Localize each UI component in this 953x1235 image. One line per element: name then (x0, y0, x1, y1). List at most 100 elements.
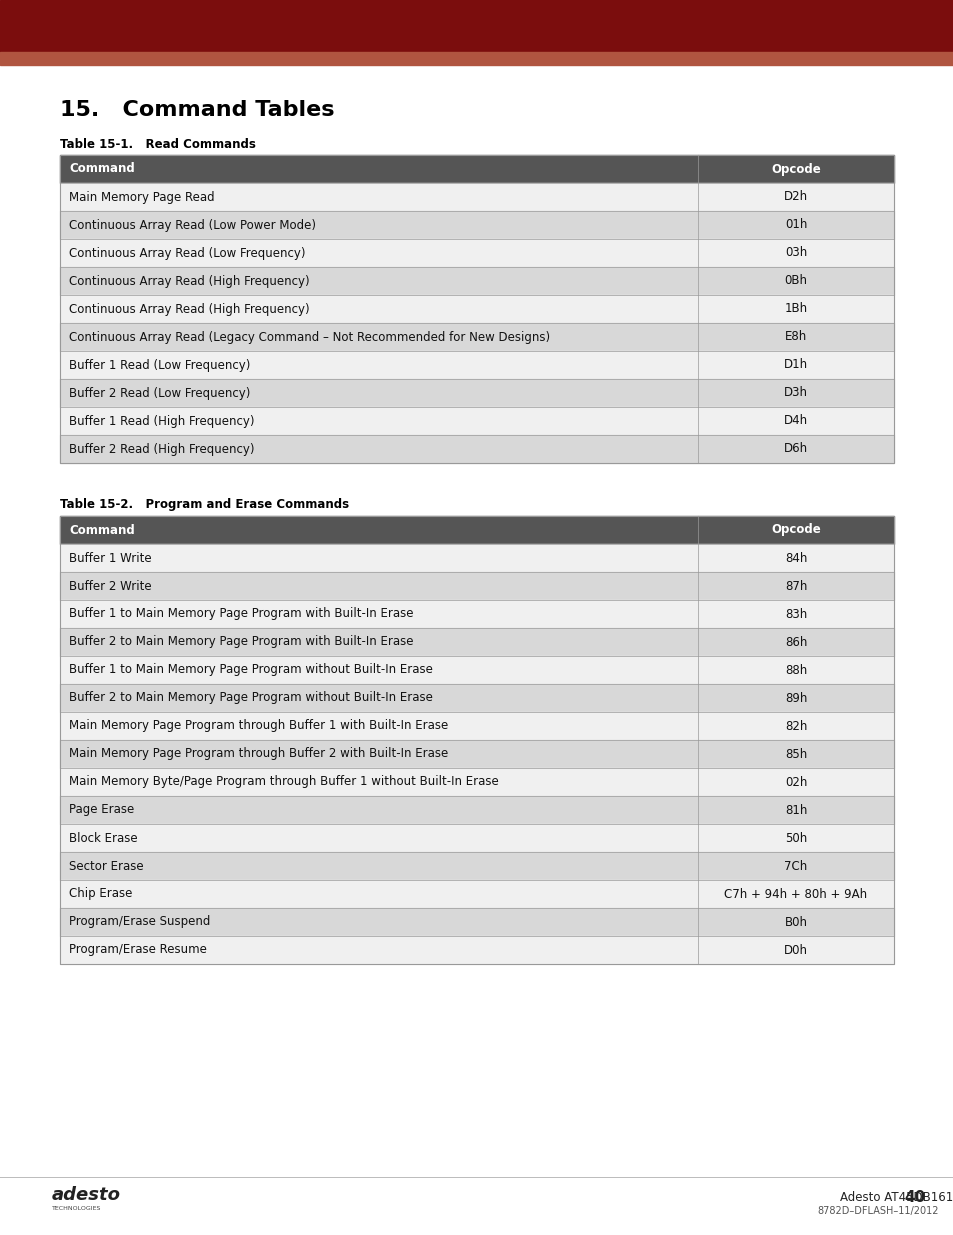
Text: 0Bh: 0Bh (783, 274, 806, 288)
Text: Buffer 2 Write: Buffer 2 Write (69, 579, 152, 593)
Text: 1Bh: 1Bh (783, 303, 807, 315)
Bar (698, 852, 893, 881)
Bar (698, 881, 893, 908)
Bar (0, 0, 953, 52)
Text: Command: Command (69, 163, 134, 175)
Bar (698, 267, 893, 295)
Bar (60, 156, 698, 183)
Bar (698, 600, 893, 629)
Text: Main Memory Page Read: Main Memory Page Read (69, 190, 214, 204)
Text: 89h: 89h (784, 692, 806, 704)
Bar (698, 797, 893, 824)
Text: 01h: 01h (784, 219, 806, 231)
Text: 88h: 88h (784, 663, 806, 677)
Text: 82h: 82h (784, 720, 806, 732)
Bar (60, 684, 698, 713)
Text: B0h: B0h (783, 915, 806, 929)
Bar (698, 543, 893, 572)
Text: C7h + 94h + 80h + 9Ah: C7h + 94h + 80h + 9Ah (723, 888, 866, 900)
Text: Continuous Array Read (High Frequency): Continuous Array Read (High Frequency) (69, 274, 310, 288)
Text: D2h: D2h (783, 190, 807, 204)
Text: 50h: 50h (784, 831, 806, 845)
Text: Sector Erase: Sector Erase (69, 860, 144, 872)
Bar (60, 852, 698, 881)
Bar (698, 240, 893, 267)
Text: Main Memory Byte/Page Program through Buffer 1 without Built-In Erase: Main Memory Byte/Page Program through Bu… (69, 776, 498, 788)
Text: Page Erase: Page Erase (69, 804, 134, 816)
Bar (698, 936, 893, 965)
Text: Main Memory Page Program through Buffer 2 with Built-In Erase: Main Memory Page Program through Buffer … (69, 747, 448, 761)
Text: Opcode: Opcode (770, 163, 820, 175)
Bar (60, 600, 698, 629)
Bar (698, 572, 893, 600)
Bar (698, 629, 893, 656)
Bar (60, 516, 893, 965)
Bar (60, 240, 698, 267)
Text: Continuous Array Read (Legacy Command – Not Recommended for New Designs): Continuous Array Read (Legacy Command – … (69, 331, 550, 343)
Text: E8h: E8h (784, 331, 806, 343)
Text: Program/Erase Resume: Program/Erase Resume (69, 944, 207, 956)
Text: 83h: 83h (784, 608, 806, 620)
Text: Buffer 2 to Main Memory Page Program with Built-In Erase: Buffer 2 to Main Memory Page Program wit… (69, 636, 413, 648)
Bar (698, 211, 893, 240)
Text: Buffer 1 to Main Memory Page Program with Built-In Erase: Buffer 1 to Main Memory Page Program wit… (69, 608, 413, 620)
Bar (60, 435, 698, 463)
Text: Chip Erase: Chip Erase (69, 888, 132, 900)
Bar (698, 656, 893, 684)
Text: 15.   Command Tables: 15. Command Tables (60, 100, 335, 120)
Bar (698, 740, 893, 768)
Text: 84h: 84h (784, 552, 806, 564)
Text: Buffer 2 Read (High Frequency): Buffer 2 Read (High Frequency) (69, 442, 254, 456)
Text: 02h: 02h (784, 776, 806, 788)
Bar (698, 908, 893, 936)
Bar (60, 267, 698, 295)
Bar (60, 768, 698, 797)
Text: Block Erase: Block Erase (69, 831, 137, 845)
Text: D3h: D3h (783, 387, 807, 399)
Text: 85h: 85h (784, 747, 806, 761)
Bar (698, 408, 893, 435)
Bar (60, 797, 698, 824)
Bar (60, 543, 698, 572)
Text: Table 15-1.   Read Commands: Table 15-1. Read Commands (60, 138, 255, 151)
Text: Program/Erase Suspend: Program/Erase Suspend (69, 915, 211, 929)
Text: Continuous Array Read (High Frequency): Continuous Array Read (High Frequency) (69, 303, 310, 315)
Bar (60, 908, 698, 936)
Text: TECHNOLOGIES: TECHNOLOGIES (52, 1207, 101, 1212)
Bar (60, 408, 698, 435)
Bar (698, 156, 893, 183)
Bar (60, 936, 698, 965)
Bar (60, 351, 698, 379)
Text: Main Memory Page Program through Buffer 1 with Built-In Erase: Main Memory Page Program through Buffer … (69, 720, 448, 732)
Text: Buffer 2 to Main Memory Page Program without Built-In Erase: Buffer 2 to Main Memory Page Program wit… (69, 692, 433, 704)
Bar (60, 740, 698, 768)
Bar (60, 379, 698, 408)
Text: 40: 40 (903, 1189, 925, 1204)
Bar (60, 516, 698, 543)
Bar (60, 881, 698, 908)
Text: Adesto AT45DB161E [DATASHEET]: Adesto AT45DB161E [DATASHEET] (840, 1191, 953, 1203)
Text: 8782D–DFLASH–11/2012: 8782D–DFLASH–11/2012 (817, 1207, 938, 1216)
Text: Buffer 1 to Main Memory Page Program without Built-In Erase: Buffer 1 to Main Memory Page Program wit… (69, 663, 433, 677)
Bar (698, 713, 893, 740)
Bar (698, 379, 893, 408)
Bar (698, 768, 893, 797)
Text: Table 15-2.   Program and Erase Commands: Table 15-2. Program and Erase Commands (60, 498, 349, 511)
Bar (60, 629, 698, 656)
Bar (698, 435, 893, 463)
Bar (60, 156, 893, 463)
Text: D0h: D0h (783, 944, 807, 956)
Text: 7Ch: 7Ch (783, 860, 807, 872)
Text: Command: Command (69, 524, 134, 536)
Text: Buffer 1 Read (Low Frequency): Buffer 1 Read (Low Frequency) (69, 358, 250, 372)
Text: 81h: 81h (784, 804, 806, 816)
Text: Buffer 1 Write: Buffer 1 Write (69, 552, 152, 564)
Text: D1h: D1h (783, 358, 807, 372)
Bar (60, 324, 698, 351)
Text: 86h: 86h (784, 636, 806, 648)
Text: adesto: adesto (52, 1186, 121, 1204)
Bar (60, 183, 698, 211)
Text: D4h: D4h (783, 415, 807, 427)
Bar (60, 713, 698, 740)
Text: Continuous Array Read (Low Frequency): Continuous Array Read (Low Frequency) (69, 247, 305, 259)
